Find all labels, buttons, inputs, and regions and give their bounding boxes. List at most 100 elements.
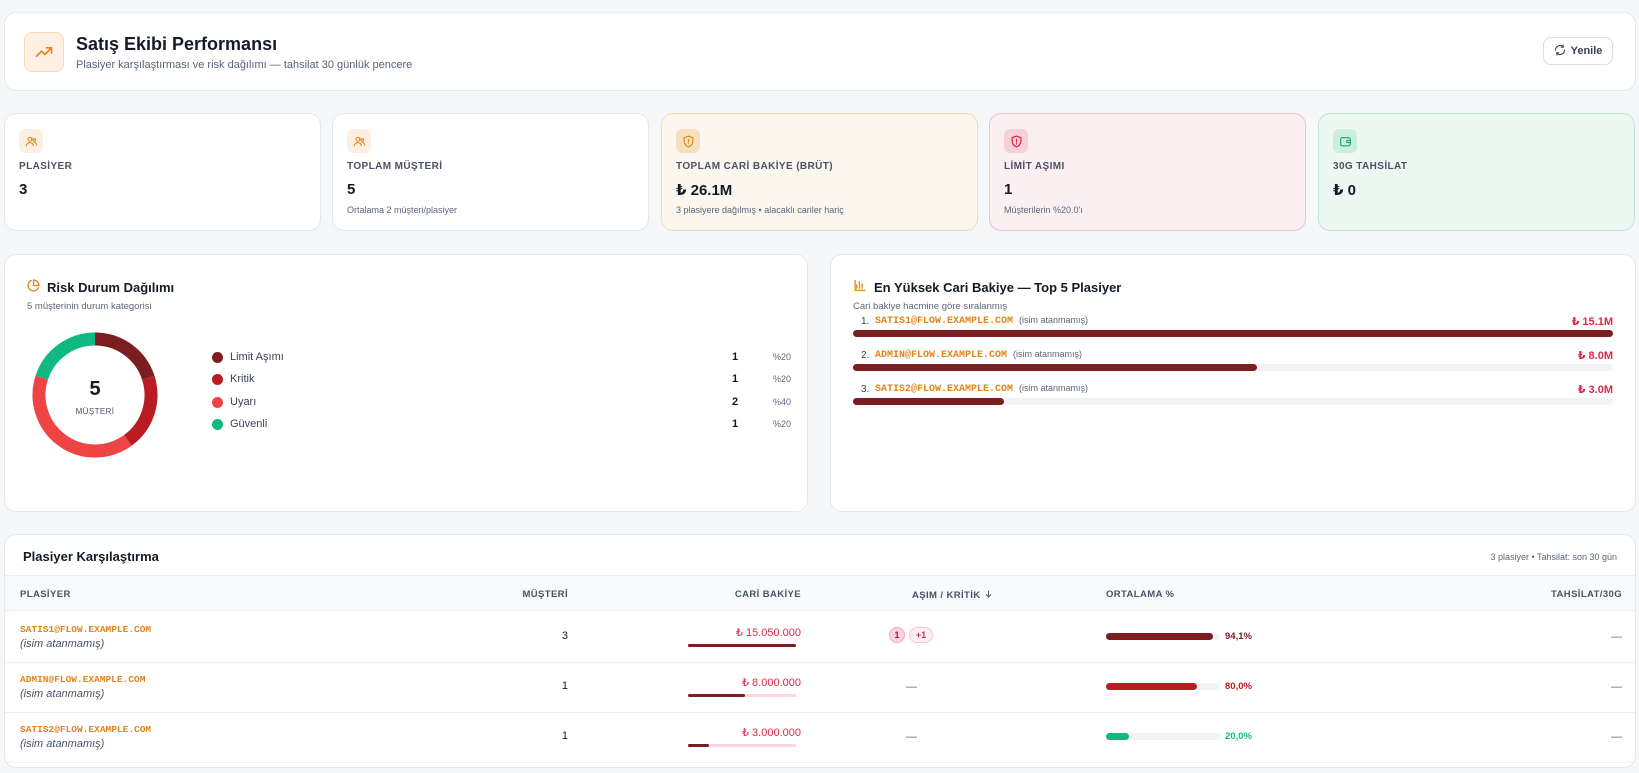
top5-bar [853,330,1613,337]
users-icon [19,129,43,153]
kpi-value: 5 [347,181,356,198]
legend-name: Limit Aşımı [230,351,284,363]
row-name: (isim atanmamış) [20,638,105,650]
col-bakiye[interactable]: CARİ BAKİYE [734,589,801,600]
top5-email-text: ADMIN@FLOW.EXAMPLE.COM [875,350,1008,361]
legend-item: Limit Aşımı 1 %20 [212,350,791,366]
row-avg: 80,0% [1225,681,1252,692]
trending-up-icon [24,32,64,72]
top5-rank: 2. [861,350,870,361]
page-title: Satış Ekibi Performansı [76,34,278,54]
kpi-card: 30G TAHSİLAT ₺ 0 [1318,113,1635,231]
kpi-card: PLASİYER 3 [4,113,321,231]
top5-bar [853,398,1005,405]
kpi-label: TOPLAM MÜŞTERİ [347,161,443,172]
row-email[interactable]: ADMIN@FLOW.EXAMPLE.COM [20,674,146,685]
users-icon [347,129,371,153]
col-plasiyer[interactable]: PLASİYER [20,589,71,600]
legend-dot [212,397,223,408]
donut-slice-2[interactable] [32,375,132,458]
limit-badge: 1 [889,627,905,643]
col-tahsilat[interactable]: TAHSİLAT/30G [1551,589,1622,600]
avg-bar [1106,683,1198,690]
top5-amount: ₺ 3.0M [1577,384,1613,396]
table-row[interactable]: SATIS1@FLOW.EXAMPLE.COM (isim atanmamış)… [5,611,1635,663]
refresh-icon [1554,43,1566,59]
kpi-label: PLASİYER [19,161,73,172]
table-header: PLASİYER MÜŞTERİ CARİ BAKİYE AŞIM / KRİT… [5,575,1635,611]
legend-count: 1 [732,351,739,363]
row-email[interactable]: SATIS1@FLOW.EXAMPLE.COM [20,624,152,635]
row-avg: 20,0% [1225,731,1252,742]
row-avg: 94,1% [1225,631,1252,642]
asim-empty: — [906,731,917,743]
row-balance: ₺ 15.050.000 [735,627,801,639]
legend-name: Kritik [230,373,255,385]
kpi-value: ₺ 0 [1333,182,1356,199]
risk-title: Risk Durum Dağılımı [47,279,175,295]
refresh-label: Yenile [1570,45,1603,57]
table-row[interactable]: ADMIN@FLOW.EXAMPLE.COM (isim atanmamış) … [5,661,1635,713]
legend-count: 1 [732,418,739,430]
kpi-hint: Ortalama 2 müşteri/plasiyer [347,205,458,215]
top5-name: (isim atanmamış) [1019,315,1089,325]
row-count: 1 [561,680,568,692]
col-musteri[interactable]: MÜŞTERİ [522,589,568,600]
pie-chart-icon [27,279,40,295]
arrow-down-icon [984,589,993,602]
col-asim[interactable]: AŞIM / KRİTİK [912,589,993,602]
top5-row[interactable]: 1. SATIS1@FLOW.EXAMPLE.COM (isim atanmamı… [853,315,1613,345]
col-asim-label: AŞIM / KRİTİK [912,590,981,601]
kpi-value: ₺ 26.1M [676,182,733,199]
balance-bar [688,694,746,697]
legend-dot [212,352,223,363]
top5-amount: ₺ 8.0M [1577,350,1613,362]
top5-email: ADMIN@FLOW.EXAMPLE.COM (isim atanmamış) [875,349,1082,361]
top5-amount: ₺ 15.1M [1571,316,1613,328]
legend-item: Kritik 1 %20 [212,372,792,388]
donut-slice-1[interactable] [123,375,158,446]
page-subtitle: Plasiyer karşılaştırması ve risk dağılım… [76,59,413,71]
shield-icon [676,129,700,153]
legend-item: Uyarı 2 %40 [212,395,792,411]
risk-donut-chart: 5 MÜŞTERİ [31,331,159,459]
row-balance: ₺ 8.000.000 [742,677,801,689]
row-name: (isim atanmamış) [20,738,105,750]
top5-row[interactable]: 3. SATIS2@FLOW.EXAMPLE.COM (isim atanmamı… [853,383,1613,413]
top5-name: (isim atanmamış) [1019,383,1089,393]
top5-title: En Yüksek Cari Bakiye — Top 5 Plasiyer [874,279,1122,295]
balance-bar-track [688,744,796,747]
top5-bar-track [853,398,1613,405]
legend-dot [212,374,223,385]
row-count: 3 [561,630,568,642]
col-ortalama[interactable]: ORTALAMA % [1106,589,1175,600]
table-row[interactable]: SATIS2@FLOW.EXAMPLE.COM (isim atanmamış)… [5,711,1635,763]
risk-subtitle: 5 müşterinin durum kategorisi [27,301,152,312]
row-count: 1 [561,730,568,742]
top5-bar [853,364,1257,371]
row-email[interactable]: SATIS2@FLOW.EXAMPLE.COM [20,724,152,735]
donut-slice-3[interactable] [35,332,96,380]
kpi-hint: Müşterilerin %20.0'ı [1004,205,1083,215]
asim-empty: — [906,681,917,693]
kpi-label: TOPLAM CARİ BAKİYE (BRÜT) [676,161,834,172]
page-header: Satış Ekibi Performansı Plasiyer karşıla… [4,12,1636,91]
kpi-value: 3 [19,181,28,198]
avg-bar [1106,633,1214,640]
legend-percent: %20 [773,374,792,384]
legend-percent: %20 [773,419,792,429]
kpi-value: 1 [1004,181,1013,198]
refresh-button[interactable]: Yenile [1543,37,1613,65]
legend-percent: %40 [773,397,792,407]
top5-row[interactable]: 2. ADMIN@FLOW.EXAMPLE.COM (isim atanmamış… [853,349,1613,379]
legend-item: Güvenli 1 %20 [212,417,792,433]
risk-distribution-panel: Risk Durum Dağılımı 5 müşterinin durum k… [4,254,808,512]
avg-bar [1106,733,1129,740]
row-tahsilat: — [1611,731,1622,743]
top5-rank: 1. [861,316,870,327]
balance-bar [688,744,710,747]
donut-slice-0[interactable] [94,332,155,380]
top5-panel: En Yüksek Cari Bakiye — Top 5 Plasiyer C… [830,254,1636,512]
top5-name: (isim atanmamış) [1013,349,1083,359]
legend-name: Güvenli [230,418,268,430]
